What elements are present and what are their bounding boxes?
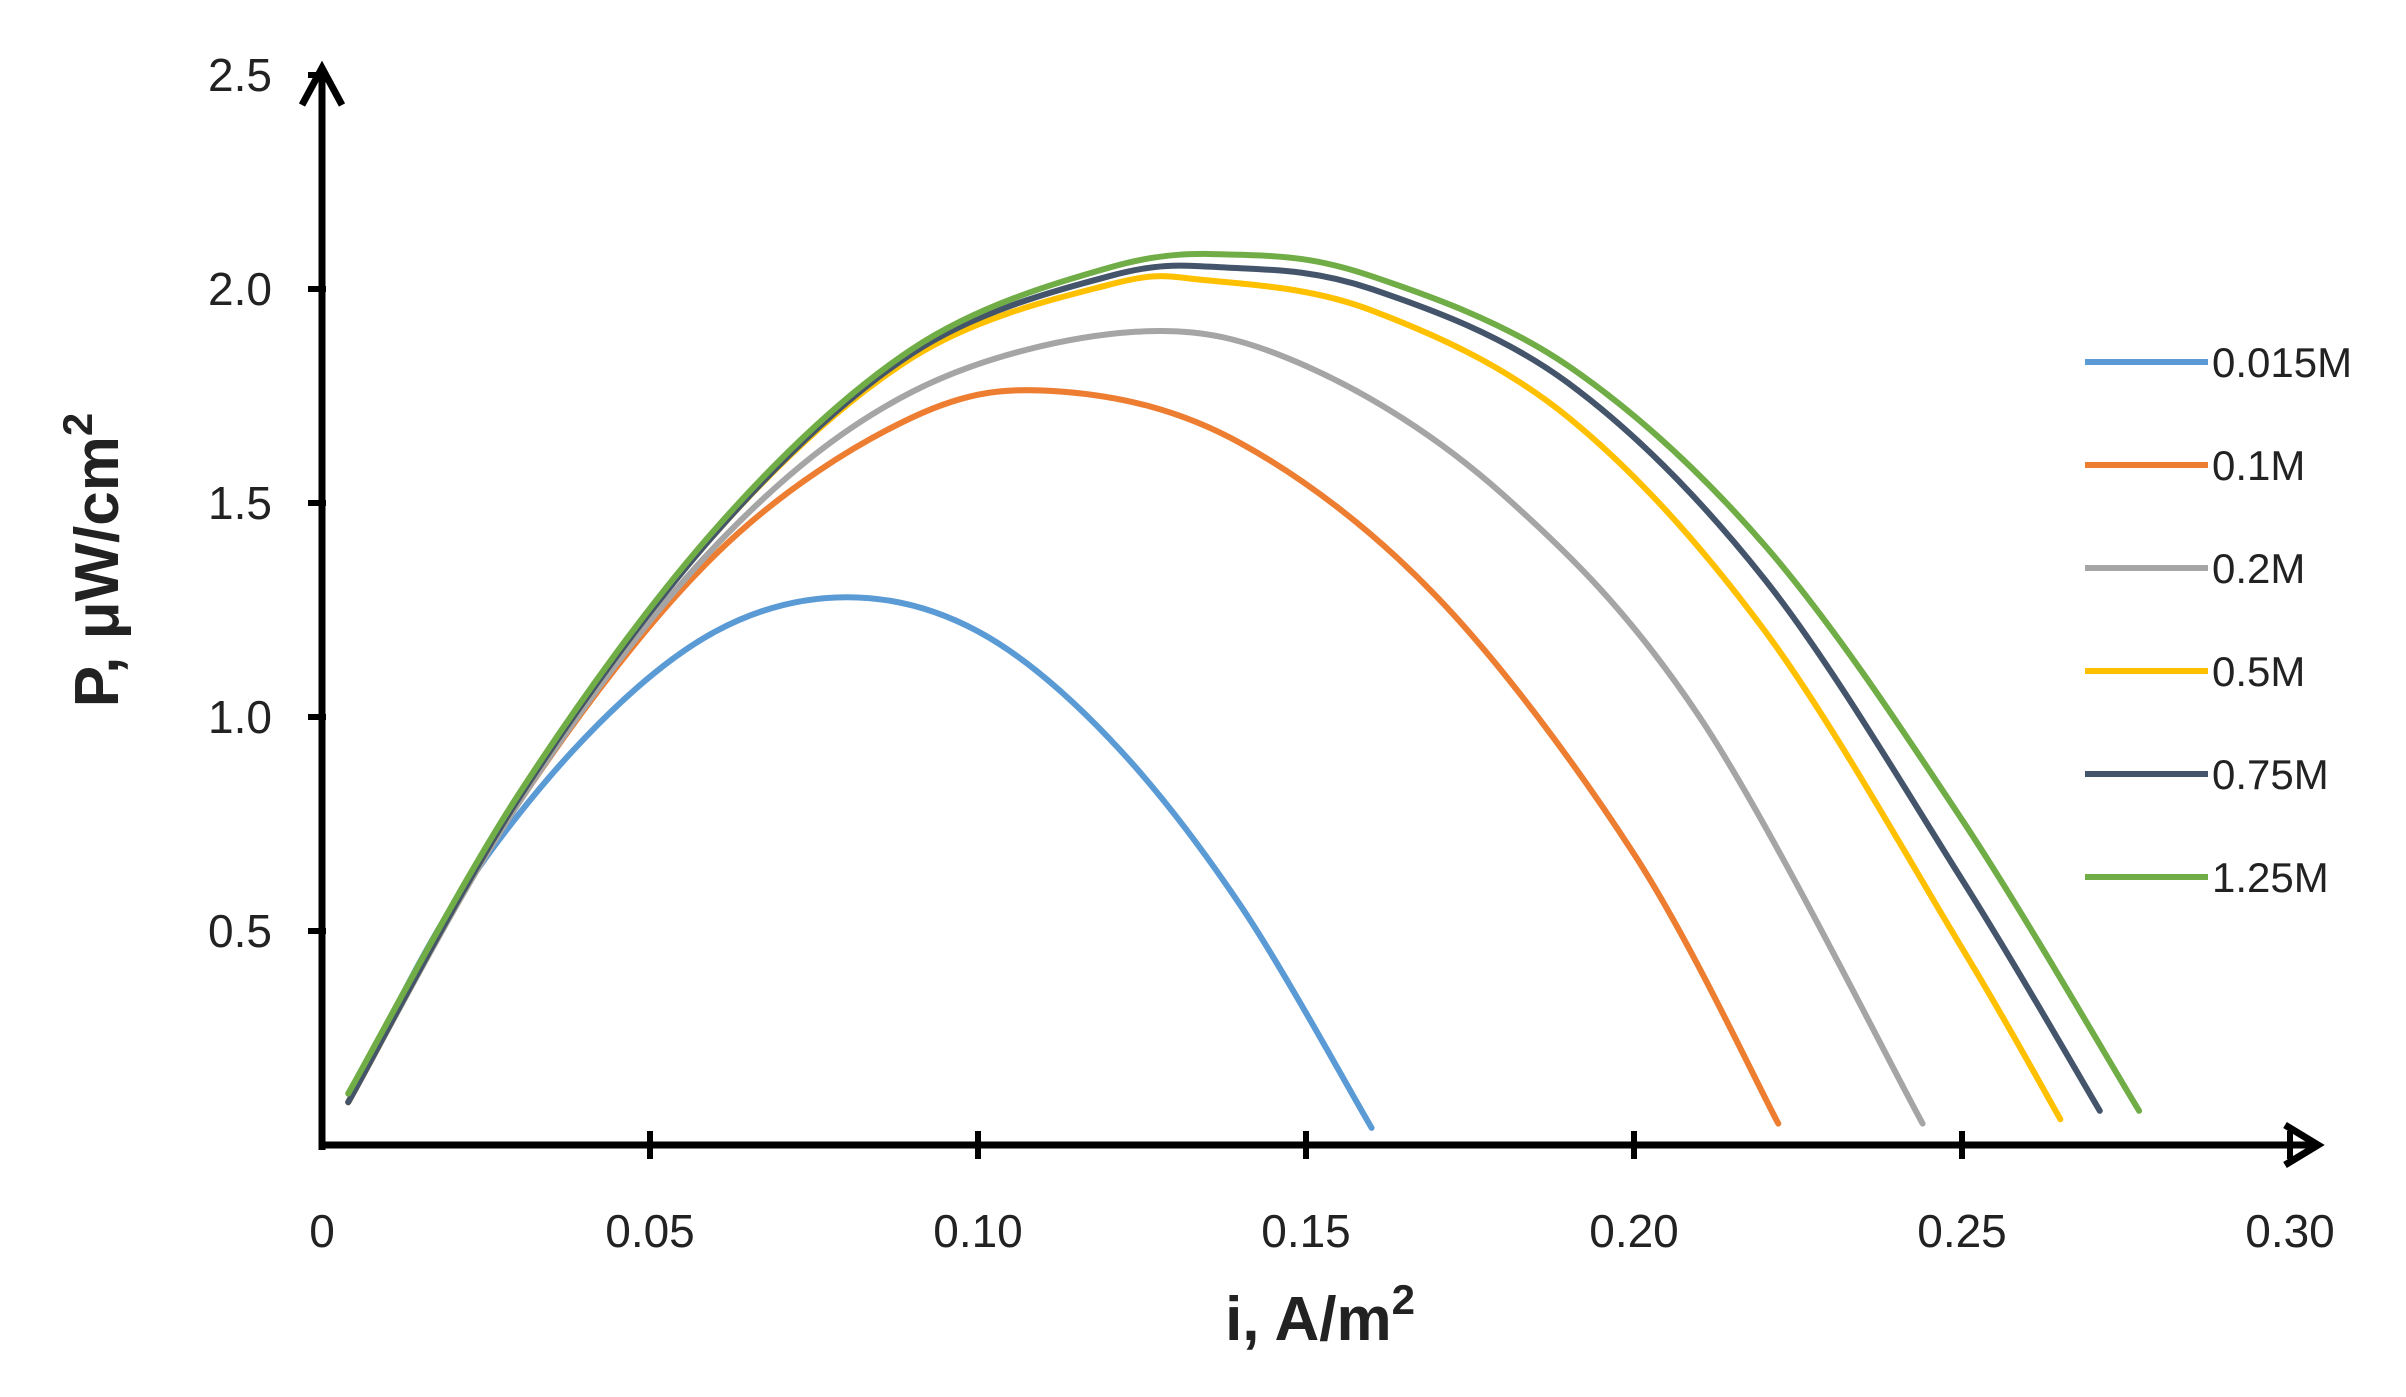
- legend: 0.015M 0.1M 0.2M 0.5M 0.75M 1.25M: [2085, 339, 2352, 901]
- x-axis-arrow: [2283, 1122, 2325, 1168]
- series-line-0-5m: [345, 273, 2064, 1123]
- x-axis-title-text: i, A/m: [1225, 1285, 1392, 1354]
- x-tick-label: 0.20: [1589, 1205, 1679, 1257]
- x-tick-label: 0.15: [1261, 1205, 1351, 1257]
- y-tick-label: 2.0: [208, 263, 272, 315]
- plot-area: [345, 250, 2143, 1131]
- x-axis-title: i, A/m2: [1225, 1276, 1415, 1354]
- y-axis: 0.5 1.0 1.5 2.0 2.5: [208, 49, 346, 1150]
- y-tick-label: 0.5: [208, 905, 272, 957]
- legend-label-0-2m: 0.2M: [2212, 545, 2305, 592]
- legend-label-0-5m: 0.5M: [2212, 648, 2305, 695]
- y-axis-title-text: P, μW/cm: [63, 436, 132, 707]
- legend-label-0-75m: 0.75M: [2212, 751, 2329, 798]
- x-axis: 0 0.05 0.10 0.15 0.20 0.25 0.30: [309, 1122, 2335, 1257]
- x-tick-label: 0.05: [605, 1205, 695, 1257]
- y-tick-label: 2.5: [208, 49, 272, 101]
- x-tick-label: 0: [309, 1205, 335, 1257]
- y-axis-title: P, μW/cm2: [54, 413, 132, 707]
- x-tick-label: 0.10: [933, 1205, 1023, 1257]
- series-line-0-1m: [345, 387, 1782, 1127]
- x-tick-label: 0.25: [1917, 1205, 2007, 1257]
- x-tick-label: 0.30: [2245, 1205, 2335, 1257]
- y-tick-label: 1.5: [208, 477, 272, 529]
- series-line-0-75m: [345, 262, 2103, 1114]
- legend-label-0-1m: 0.1M: [2212, 442, 2305, 489]
- series-line-1-25m: [345, 250, 2143, 1114]
- y-axis-arrow: [298, 60, 346, 107]
- legend-label-1-25m: 1.25M: [2212, 854, 2329, 901]
- series-line-0-015m: [345, 594, 1375, 1131]
- y-tick-label: 1.0: [208, 691, 272, 743]
- y-axis-title-superscript: 2: [54, 413, 101, 436]
- x-axis-title-superscript: 2: [1392, 1276, 1415, 1323]
- legend-label-0-015m: 0.015M: [2212, 339, 2352, 386]
- series-line-0-2m: [345, 327, 1926, 1127]
